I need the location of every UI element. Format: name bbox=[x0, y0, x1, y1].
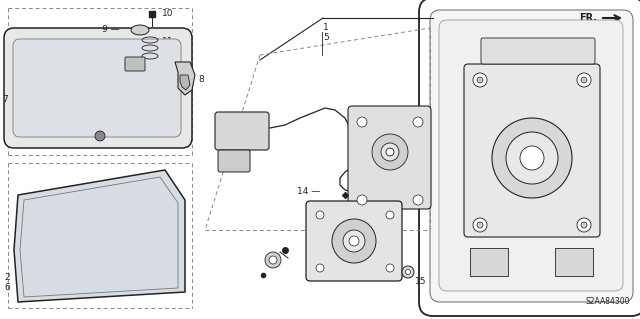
FancyBboxPatch shape bbox=[430, 10, 633, 302]
FancyBboxPatch shape bbox=[306, 201, 402, 281]
Circle shape bbox=[577, 73, 591, 87]
Text: 15: 15 bbox=[415, 278, 426, 286]
Circle shape bbox=[357, 117, 367, 127]
Circle shape bbox=[386, 211, 394, 219]
Text: 5: 5 bbox=[323, 33, 329, 42]
FancyBboxPatch shape bbox=[439, 20, 623, 291]
Circle shape bbox=[349, 236, 359, 246]
Text: 14 —: 14 — bbox=[297, 188, 320, 197]
Text: 11: 11 bbox=[162, 38, 173, 47]
Text: 7: 7 bbox=[2, 95, 8, 105]
Circle shape bbox=[581, 222, 587, 228]
FancyBboxPatch shape bbox=[481, 38, 595, 64]
Circle shape bbox=[473, 73, 487, 87]
Bar bbox=[470, 248, 508, 276]
Circle shape bbox=[265, 252, 281, 268]
Text: 12 —: 12 — bbox=[84, 57, 108, 66]
Circle shape bbox=[95, 131, 105, 141]
Text: 6: 6 bbox=[4, 284, 10, 293]
FancyBboxPatch shape bbox=[215, 112, 269, 150]
Polygon shape bbox=[14, 170, 185, 302]
Circle shape bbox=[402, 266, 414, 278]
Circle shape bbox=[386, 264, 394, 272]
Polygon shape bbox=[175, 62, 195, 95]
Circle shape bbox=[343, 230, 365, 252]
Text: 9 —: 9 — bbox=[102, 25, 120, 33]
Circle shape bbox=[506, 132, 558, 184]
Circle shape bbox=[581, 77, 587, 83]
Bar bbox=[555, 248, 593, 276]
Circle shape bbox=[492, 118, 572, 198]
Circle shape bbox=[477, 222, 483, 228]
Circle shape bbox=[413, 117, 423, 127]
Circle shape bbox=[473, 218, 487, 232]
Text: 4: 4 bbox=[380, 246, 386, 255]
FancyBboxPatch shape bbox=[13, 39, 181, 137]
Text: 3: 3 bbox=[380, 235, 386, 244]
Ellipse shape bbox=[131, 25, 149, 35]
Circle shape bbox=[413, 195, 423, 205]
Text: S2AA84300: S2AA84300 bbox=[586, 297, 630, 306]
Circle shape bbox=[520, 146, 544, 170]
Circle shape bbox=[372, 134, 408, 170]
Text: FR.: FR. bbox=[579, 13, 597, 23]
Text: 2: 2 bbox=[4, 273, 10, 283]
Circle shape bbox=[316, 211, 324, 219]
Circle shape bbox=[332, 219, 376, 263]
Polygon shape bbox=[180, 75, 190, 90]
Circle shape bbox=[406, 270, 410, 275]
Text: 8: 8 bbox=[198, 76, 204, 85]
Circle shape bbox=[477, 77, 483, 83]
FancyBboxPatch shape bbox=[218, 150, 250, 172]
Text: 13: 13 bbox=[225, 166, 237, 174]
Text: 1: 1 bbox=[323, 24, 329, 33]
Circle shape bbox=[577, 218, 591, 232]
Circle shape bbox=[386, 148, 394, 156]
FancyBboxPatch shape bbox=[4, 28, 192, 148]
Circle shape bbox=[316, 264, 324, 272]
FancyBboxPatch shape bbox=[419, 0, 640, 316]
Circle shape bbox=[381, 143, 399, 161]
FancyBboxPatch shape bbox=[125, 57, 145, 71]
Text: 10: 10 bbox=[162, 10, 173, 19]
FancyBboxPatch shape bbox=[348, 106, 431, 209]
FancyBboxPatch shape bbox=[464, 64, 600, 237]
Circle shape bbox=[357, 195, 367, 205]
Circle shape bbox=[269, 256, 277, 264]
